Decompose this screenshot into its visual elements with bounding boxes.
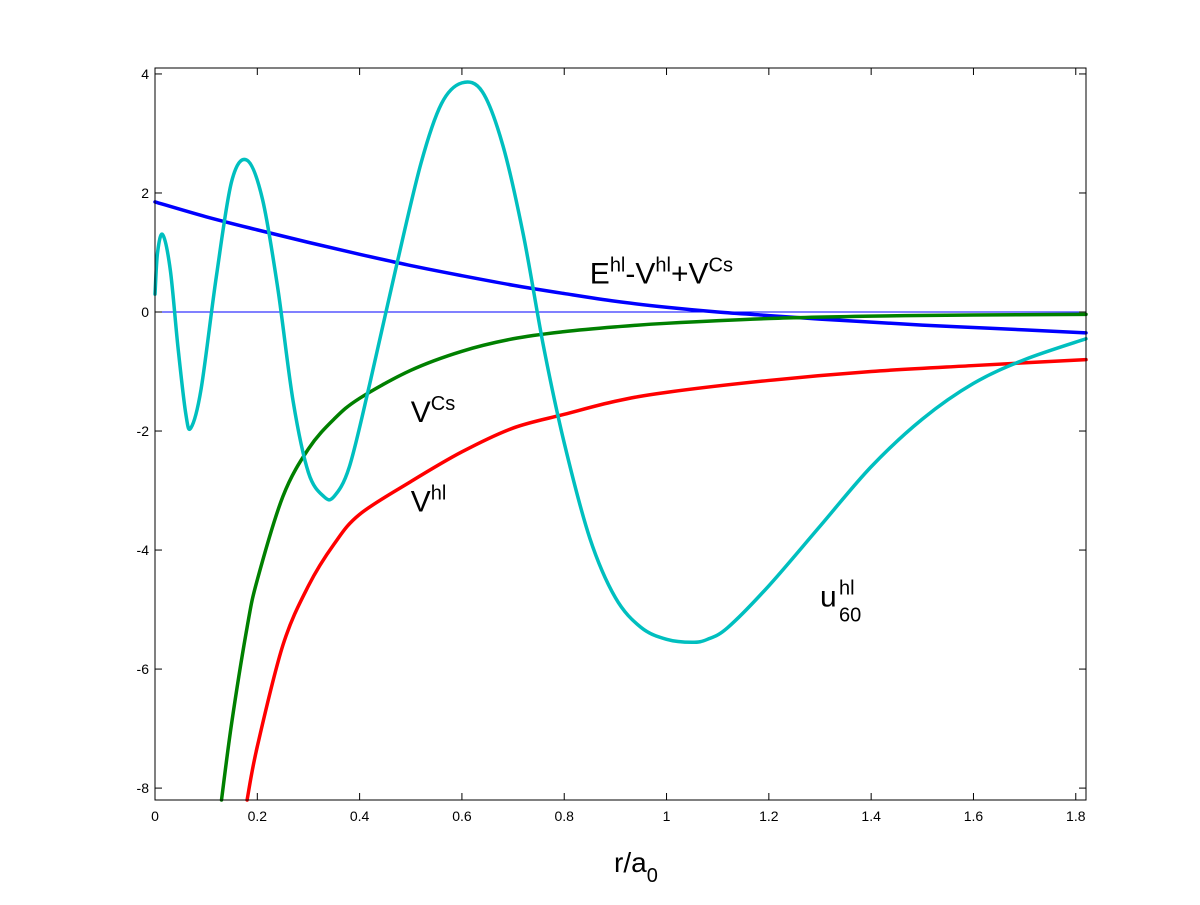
x-tick-label: 0 bbox=[151, 808, 159, 824]
x-axis-label-sub: 0 bbox=[647, 865, 658, 887]
ticks-layer: 0 0.2 0.4 0.6 0.8 1 1.2 1.4 1.6 1.8 -8 -6 -4 -2 0 2 4 bbox=[137, 66, 1086, 824]
series-line-v-hl bbox=[245, 357, 1088, 802]
annot-vcs-sup: Cs bbox=[431, 393, 455, 415]
plot-frame bbox=[154, 67, 1087, 801]
series-line-u60-hl bbox=[153, 80, 1088, 645]
x-tick-label: 0.2 bbox=[248, 808, 268, 824]
x-tick-label: 1.4 bbox=[861, 808, 881, 824]
annot-vhl-sup: hl bbox=[431, 482, 447, 504]
y-tick-label: 4 bbox=[141, 66, 149, 82]
x-axis-label-main: r/a bbox=[614, 847, 647, 878]
annot-e-sup-cs: Cs bbox=[709, 254, 733, 276]
y-tick-label: 0 bbox=[141, 304, 149, 320]
x-tick-label: 0.6 bbox=[452, 808, 472, 824]
annot-e-plus-v: +V bbox=[671, 257, 709, 290]
x-tick-label: 0.8 bbox=[554, 808, 574, 824]
annot-vhl-base: V bbox=[411, 485, 431, 518]
y-tick-label: 2 bbox=[141, 185, 149, 201]
y-tick-label: -8 bbox=[137, 780, 150, 796]
y-tick-label: -6 bbox=[137, 661, 150, 677]
x-tick-label: 1.8 bbox=[1066, 808, 1086, 824]
annotation-v-cs: VCs bbox=[411, 393, 455, 429]
series-line-e-minus-v-plus-vcs bbox=[153, 200, 1088, 335]
annot-u-sub: 60 bbox=[839, 605, 861, 627]
annotation-v-hl: Vhl bbox=[411, 482, 447, 518]
y-tick-label: -2 bbox=[137, 423, 150, 439]
annotation-e-minus-v-plus-vcs: Ehl-Vhl+VCs bbox=[590, 254, 733, 290]
x-tick-label: 1.2 bbox=[759, 808, 779, 824]
plot-background bbox=[155, 68, 1086, 800]
series-layer bbox=[153, 80, 1088, 802]
series-line-v-cs bbox=[219, 312, 1088, 802]
x-tick-label: 1.6 bbox=[964, 808, 984, 824]
y-tick-label: -4 bbox=[137, 542, 150, 558]
annot-e-minus-v: -V bbox=[625, 257, 655, 290]
x-tick-label: 0.4 bbox=[350, 808, 370, 824]
x-tick-label: 1 bbox=[663, 808, 671, 824]
annotation-u60-hl: u hl 60 bbox=[820, 578, 861, 627]
annot-vcs-base: V bbox=[411, 396, 431, 429]
annot-e-sup-hl: hl bbox=[610, 254, 626, 276]
annot-e-sup-hl2: hl bbox=[655, 254, 671, 276]
annot-u-base: u bbox=[820, 581, 837, 614]
annot-e-base: E bbox=[590, 257, 610, 290]
x-axis-label: r/a0 bbox=[614, 847, 658, 887]
annot-u-sup: hl bbox=[839, 578, 855, 600]
